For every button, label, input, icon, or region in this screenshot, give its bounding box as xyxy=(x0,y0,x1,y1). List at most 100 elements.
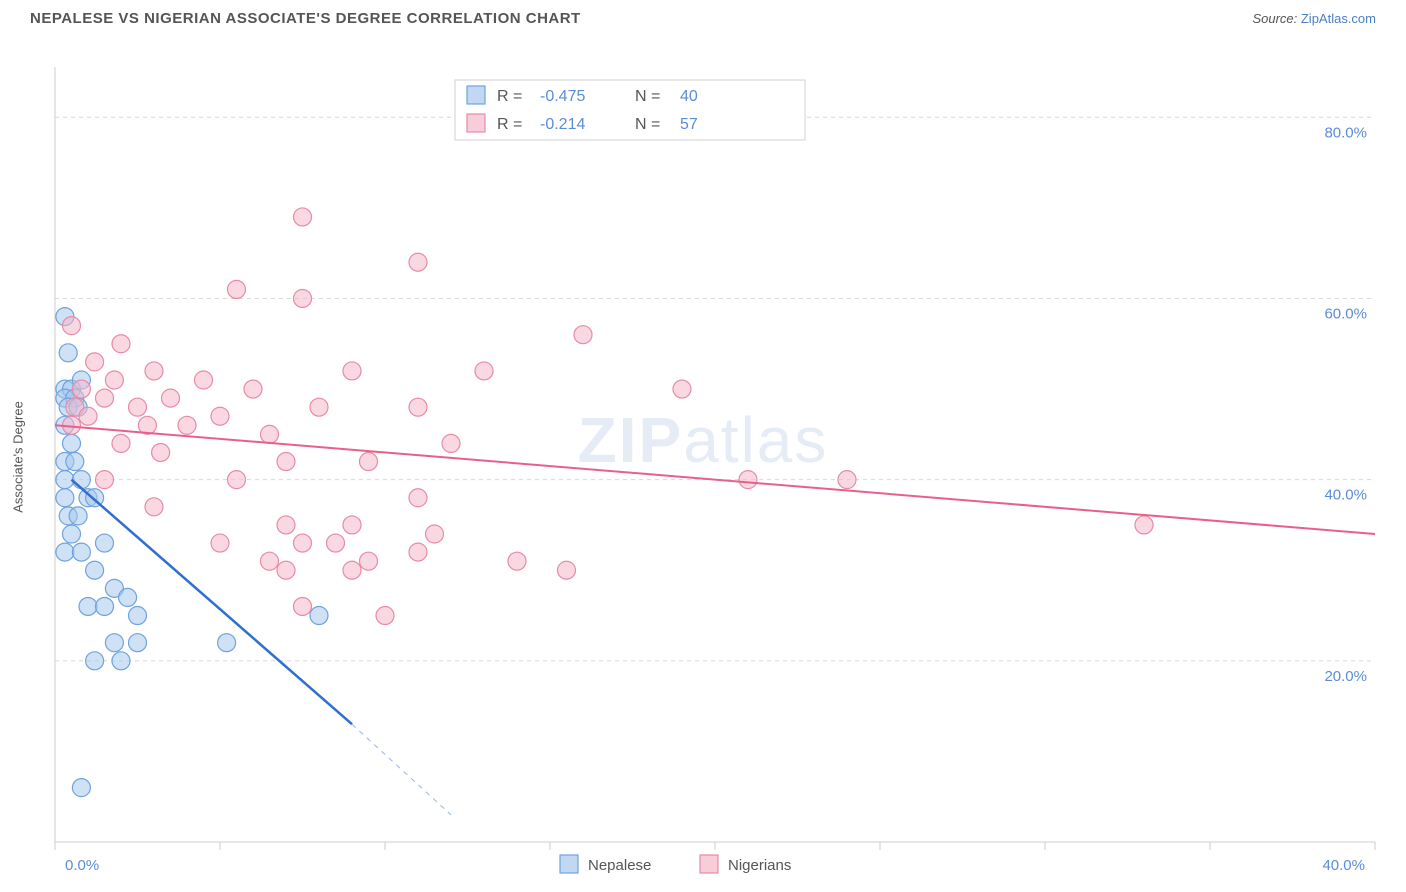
data-point xyxy=(69,507,87,525)
data-point xyxy=(558,561,576,579)
data-point xyxy=(119,588,137,606)
y-axis-label: Associate's Degree xyxy=(11,401,26,513)
data-point xyxy=(838,471,856,489)
legend-n-label: N = xyxy=(635,88,660,105)
data-point xyxy=(261,552,279,570)
data-point xyxy=(129,398,147,416)
legend-label: Nepalese xyxy=(588,857,651,874)
source-attribution: Source: ZipAtlas.com xyxy=(1252,11,1376,26)
data-point xyxy=(360,453,378,471)
legend-r-label: R = xyxy=(497,116,522,133)
data-point xyxy=(409,543,427,561)
data-point xyxy=(56,489,74,507)
data-point xyxy=(673,380,691,398)
data-point xyxy=(475,362,493,380)
data-point xyxy=(442,434,460,452)
data-point xyxy=(409,489,427,507)
data-point xyxy=(294,208,312,226)
data-point xyxy=(72,543,90,561)
y-tick-label: 20.0% xyxy=(1324,668,1367,685)
data-point xyxy=(79,597,97,615)
trend-line-extrapolated xyxy=(352,724,451,815)
legend-swatch xyxy=(467,114,485,132)
data-point xyxy=(145,498,163,516)
data-point xyxy=(310,607,328,625)
data-point xyxy=(66,453,84,471)
chart-container: Associate's Degree ZIPatlas 20.0%40.0%60… xyxy=(0,32,1406,882)
data-point xyxy=(277,453,295,471)
legend-n-value: 40 xyxy=(680,88,698,105)
data-point xyxy=(112,335,130,353)
data-point xyxy=(195,371,213,389)
source-link[interactable]: ZipAtlas.com xyxy=(1301,11,1376,26)
data-point xyxy=(96,389,114,407)
data-point xyxy=(343,561,361,579)
data-point xyxy=(86,652,104,670)
data-point xyxy=(327,534,345,552)
data-point xyxy=(426,525,444,543)
legend-swatch xyxy=(560,855,578,873)
data-point xyxy=(244,380,262,398)
data-point xyxy=(129,634,147,652)
data-point xyxy=(343,516,361,534)
data-point xyxy=(145,362,163,380)
data-point xyxy=(508,552,526,570)
legend-r-value: -0.214 xyxy=(540,116,585,133)
data-point xyxy=(310,398,328,416)
data-point xyxy=(63,525,81,543)
data-point xyxy=(277,561,295,579)
data-point xyxy=(162,389,180,407)
data-point xyxy=(63,434,81,452)
data-point xyxy=(79,407,97,425)
data-point xyxy=(152,443,170,461)
data-point xyxy=(261,425,279,443)
legend-n-label: N = xyxy=(635,116,660,133)
data-point xyxy=(96,534,114,552)
data-point xyxy=(96,471,114,489)
chart-title: NEPALESE VS NIGERIAN ASSOCIATE'S DEGREE … xyxy=(30,10,581,27)
data-point xyxy=(294,289,312,307)
y-tick-label: 80.0% xyxy=(1324,124,1367,141)
data-point xyxy=(360,552,378,570)
data-point xyxy=(228,471,246,489)
data-point xyxy=(211,534,229,552)
data-point xyxy=(294,534,312,552)
legend-r-value: -0.475 xyxy=(540,88,585,105)
header: NEPALESE VS NIGERIAN ASSOCIATE'S DEGREE … xyxy=(0,0,1406,32)
x-tick-label: 0.0% xyxy=(65,857,99,874)
legend-swatch xyxy=(700,855,718,873)
data-point xyxy=(105,634,123,652)
y-tick-label: 60.0% xyxy=(1324,305,1367,322)
data-point xyxy=(112,434,130,452)
data-point xyxy=(739,471,757,489)
legend-n-value: 57 xyxy=(680,116,698,133)
data-point xyxy=(409,253,427,271)
data-point xyxy=(228,280,246,298)
x-tick-label: 40.0% xyxy=(1322,857,1365,874)
data-point xyxy=(277,516,295,534)
data-point xyxy=(409,398,427,416)
data-point xyxy=(86,353,104,371)
data-point xyxy=(294,597,312,615)
data-point xyxy=(178,416,196,434)
data-point xyxy=(343,362,361,380)
source-label: Source: xyxy=(1252,11,1300,26)
legend-swatch xyxy=(467,86,485,104)
data-point xyxy=(72,380,90,398)
data-point xyxy=(72,779,90,797)
data-point xyxy=(211,407,229,425)
legend-label: Nigerians xyxy=(728,857,791,874)
data-point xyxy=(86,561,104,579)
data-point xyxy=(105,371,123,389)
chart-svg: 20.0% 40.0% 60.0% 80.0% 0.0% 40.0% R = -0.475 N … xyxy=(0,32,1406,892)
data-point xyxy=(56,543,74,561)
data-point xyxy=(112,652,130,670)
data-point xyxy=(96,597,114,615)
legend-r-label: R = xyxy=(497,88,522,105)
y-tick-label: 40.0% xyxy=(1324,487,1367,504)
data-point xyxy=(72,471,90,489)
data-point xyxy=(376,607,394,625)
data-point xyxy=(63,317,81,335)
data-point xyxy=(218,634,236,652)
data-point xyxy=(59,344,77,362)
